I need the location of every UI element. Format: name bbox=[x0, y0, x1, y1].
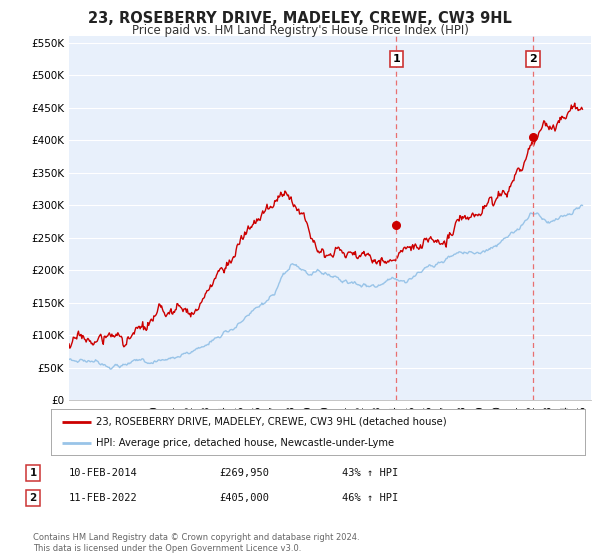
Text: 1: 1 bbox=[29, 468, 37, 478]
Text: Price paid vs. HM Land Registry's House Price Index (HPI): Price paid vs. HM Land Registry's House … bbox=[131, 24, 469, 36]
Text: 1: 1 bbox=[392, 54, 400, 64]
Text: 23, ROSEBERRY DRIVE, MADELEY, CREWE, CW3 9HL (detached house): 23, ROSEBERRY DRIVE, MADELEY, CREWE, CW3… bbox=[97, 417, 447, 427]
Text: 46% ↑ HPI: 46% ↑ HPI bbox=[342, 493, 398, 503]
Text: £405,000: £405,000 bbox=[219, 493, 269, 503]
Text: 43% ↑ HPI: 43% ↑ HPI bbox=[342, 468, 398, 478]
Text: Contains HM Land Registry data © Crown copyright and database right 2024.
This d: Contains HM Land Registry data © Crown c… bbox=[33, 533, 359, 553]
Text: 2: 2 bbox=[529, 54, 537, 64]
Text: 2: 2 bbox=[29, 493, 37, 503]
Text: £269,950: £269,950 bbox=[219, 468, 269, 478]
Text: 10-FEB-2014: 10-FEB-2014 bbox=[69, 468, 138, 478]
Text: 23, ROSEBERRY DRIVE, MADELEY, CREWE, CW3 9HL: 23, ROSEBERRY DRIVE, MADELEY, CREWE, CW3… bbox=[88, 11, 512, 26]
Text: 11-FEB-2022: 11-FEB-2022 bbox=[69, 493, 138, 503]
Text: HPI: Average price, detached house, Newcastle-under-Lyme: HPI: Average price, detached house, Newc… bbox=[97, 438, 395, 448]
